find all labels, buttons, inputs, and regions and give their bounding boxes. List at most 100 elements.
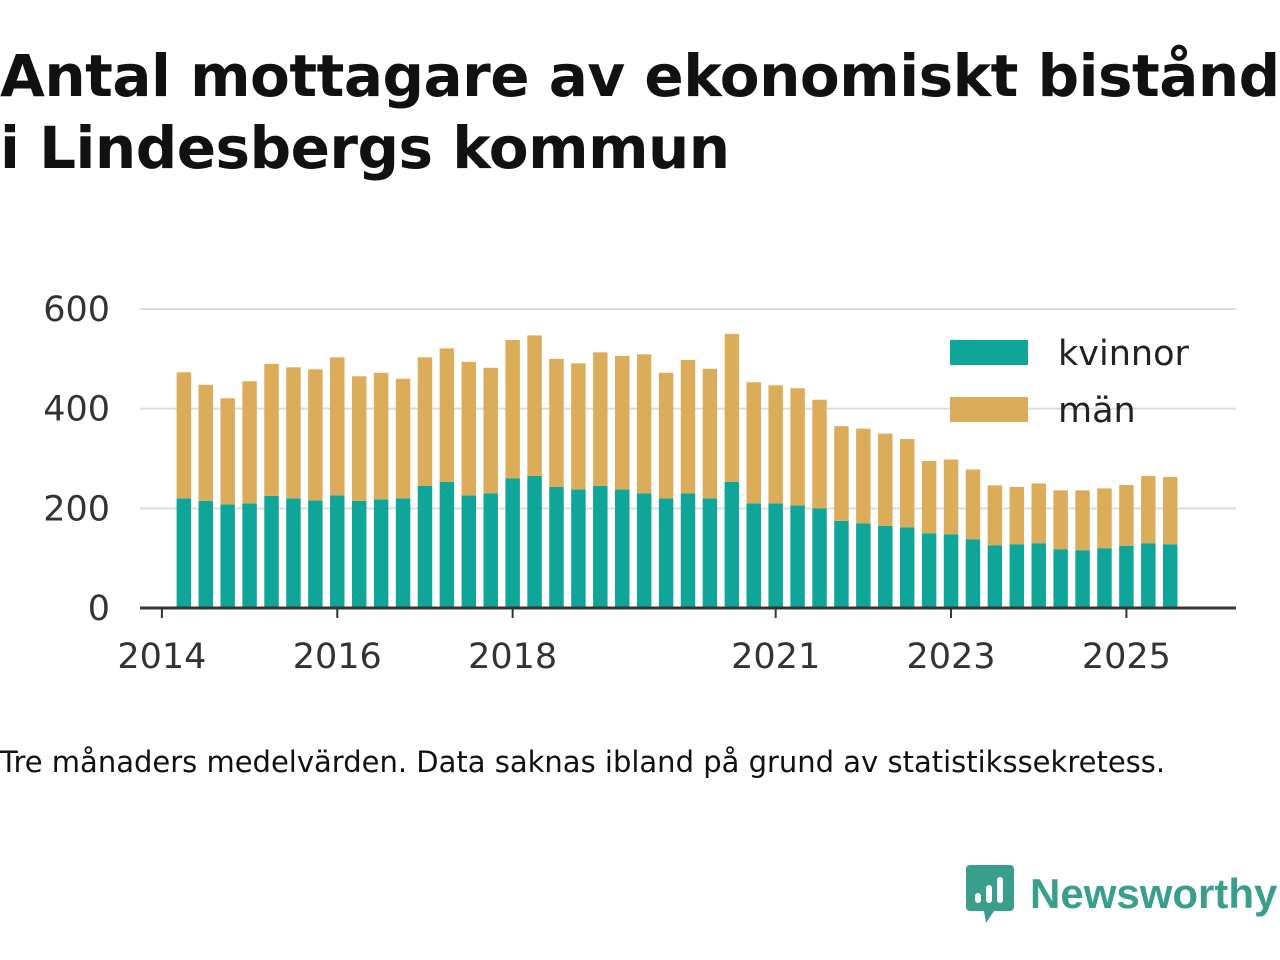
- bar-kvinnor: [1031, 543, 1046, 608]
- bar-man: [1141, 475, 1156, 544]
- bar-man: [702, 368, 718, 499]
- bar-man: [987, 485, 1003, 546]
- bar-kvinnor: [1075, 550, 1090, 608]
- bar-man: [680, 359, 696, 494]
- bar-kvinnor: [549, 486, 564, 608]
- bar-man: [1163, 476, 1178, 545]
- bar-kvinnor: [812, 508, 827, 608]
- bar-kvinnor: [505, 478, 520, 608]
- bar-man: [790, 388, 805, 506]
- bar-kvinnor: [899, 527, 915, 608]
- bar-man: [176, 372, 192, 499]
- x-axis-ticks: 2014 2016 2018 2021 2023 2025: [117, 608, 1171, 677]
- bar-kvinnor: [987, 545, 1003, 608]
- y-tick-label: 600: [43, 290, 110, 330]
- bar-man: [439, 348, 455, 482]
- x-tick-label: 2014: [117, 637, 206, 677]
- legend-swatch: [950, 397, 1028, 422]
- bar-kvinnor: [680, 493, 696, 608]
- bar-man: [264, 363, 279, 496]
- bar-man: [308, 369, 323, 501]
- bar-kvinnor: [1009, 544, 1025, 608]
- bar-chart: 0 200 400 600 2014 2016 2018 2021 2023 2025 kvin…: [43, 290, 1236, 677]
- bar-kvinnor: [593, 485, 608, 608]
- bar-kvinnor: [746, 503, 761, 608]
- bar-kvinnor: [1119, 545, 1134, 608]
- bar-kvinnor: [658, 498, 674, 608]
- y-axis-ticks: 0 200 400 600: [43, 290, 110, 629]
- bar-kvinnor: [198, 500, 213, 608]
- bar-kvinnor: [878, 525, 893, 608]
- bar-man: [198, 384, 213, 501]
- bar-man: [549, 358, 564, 487]
- bar-kvinnor: [1097, 548, 1112, 608]
- bar-man: [921, 460, 937, 534]
- bar-kvinnor: [571, 489, 586, 608]
- bar-man: [943, 459, 959, 535]
- bar-kvinnor: [461, 495, 477, 608]
- bar-man: [505, 339, 520, 479]
- x-tick-label: 2023: [907, 637, 996, 677]
- newsworthy-logo-icon: [966, 865, 1014, 923]
- bar-kvinnor: [308, 500, 323, 608]
- bar-kvinnor: [965, 539, 981, 608]
- bar-man: [373, 372, 389, 500]
- chart-footnote: Tre månaders medelvärden. Data saknas ib…: [0, 745, 1166, 779]
- bar-man: [351, 376, 367, 501]
- bar-kvinnor: [373, 499, 389, 608]
- bar-man: [1009, 486, 1025, 545]
- bar-kvinnor: [264, 495, 279, 608]
- bar-kvinnor: [856, 523, 871, 608]
- bar-kvinnor: [176, 498, 192, 608]
- y-tick-label: 200: [43, 489, 110, 529]
- bars: [176, 333, 1178, 608]
- legend-label: män: [1058, 391, 1136, 431]
- bar-kvinnor: [1163, 544, 1178, 608]
- bar-kvinnor: [417, 485, 433, 608]
- bar-man: [899, 439, 915, 528]
- bar-kvinnor: [483, 493, 498, 608]
- bar-kvinnor: [943, 534, 959, 608]
- bar-man: [242, 381, 257, 504]
- brand-logo: Newsworthy: [964, 862, 1277, 926]
- bar-man: [746, 382, 761, 504]
- bar-kvinnor: [527, 475, 542, 608]
- bar-man: [571, 363, 586, 490]
- bar-man: [965, 469, 981, 540]
- legend-swatch: [950, 340, 1028, 365]
- bar-man: [593, 352, 608, 486]
- bar-man: [286, 367, 301, 499]
- brand-name: Newsworthy: [1030, 870, 1278, 917]
- bar-kvinnor: [351, 500, 367, 608]
- bar-man: [724, 333, 740, 482]
- bar-man: [220, 398, 235, 505]
- bar-man: [330, 357, 345, 496]
- bar-man: [834, 426, 849, 521]
- bar-man: [1075, 490, 1090, 551]
- bar-kvinnor: [790, 505, 805, 608]
- bar-man: [636, 354, 652, 494]
- bar-man: [527, 335, 542, 476]
- bar-man: [615, 355, 630, 490]
- x-tick-label: 2025: [1082, 637, 1171, 677]
- bar-kvinnor: [395, 498, 411, 608]
- bar-kvinnor: [330, 495, 345, 608]
- bar-kvinnor: [286, 498, 301, 608]
- chart-title: Antal mottagare av ekonomiskt bistånd i …: [0, 42, 1280, 182]
- x-tick-label: 2016: [293, 637, 382, 677]
- bar-kvinnor: [768, 503, 783, 608]
- legend: kvinnor män: [950, 334, 1189, 431]
- bar-kvinnor: [615, 489, 630, 608]
- bar-kvinnor: [439, 481, 455, 608]
- bar-kvinnor: [1141, 543, 1156, 608]
- bar-man: [417, 357, 433, 486]
- bar-man: [856, 428, 871, 524]
- x-tick-label: 2018: [468, 637, 557, 677]
- bar-kvinnor: [724, 481, 740, 608]
- legend-label: kvinnor: [1058, 334, 1189, 374]
- bar-kvinnor: [921, 533, 937, 608]
- bar-man: [1097, 488, 1112, 549]
- y-tick-label: 400: [43, 390, 110, 430]
- bar-kvinnor: [220, 504, 235, 608]
- bar-kvinnor: [702, 498, 718, 608]
